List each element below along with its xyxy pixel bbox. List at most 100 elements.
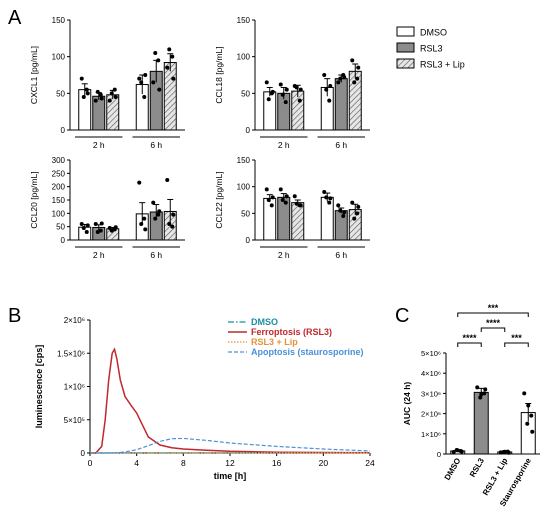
data-point: [298, 87, 303, 92]
x-tick-label: 12: [225, 458, 235, 468]
data-point: [79, 222, 84, 226]
data-point: [95, 230, 100, 234]
y-tick-label: 50: [241, 209, 250, 218]
y-tick-label: 50: [241, 89, 250, 98]
chart-ccl22: 0 50 100 150 CCL22 [pg/mL] 2 h 6 h: [214, 156, 370, 260]
data-point: [322, 73, 327, 77]
y-tick-label: 150: [237, 156, 251, 165]
y-tick-label: 150: [237, 16, 251, 25]
data-point: [292, 194, 297, 199]
data-point: [270, 195, 275, 200]
data-point: [99, 221, 104, 226]
significance-label: ***: [488, 303, 499, 313]
data-point: [171, 212, 176, 217]
y-tick-label: 100: [52, 53, 66, 62]
data-point: [157, 209, 162, 214]
legend-label: DMSO: [420, 28, 447, 38]
data-point: [284, 87, 289, 92]
y-tick-label: 100: [52, 209, 66, 218]
panel-label-c: C: [395, 305, 409, 327]
data-point: [95, 89, 100, 94]
bar: [263, 197, 277, 241]
data-point: [153, 51, 158, 55]
data-point: [455, 448, 460, 453]
data-point: [338, 76, 343, 81]
y-axis-label: CCL22 [pg/mL]: [214, 171, 224, 228]
data-point: [85, 223, 90, 228]
y-tick-label: 2×10⁶: [421, 410, 441, 419]
x-tick-label: DMSO: [443, 457, 463, 482]
data-point: [113, 225, 118, 230]
data-point: [81, 95, 86, 99]
data-point: [278, 82, 283, 87]
data-point: [93, 98, 98, 103]
data-point: [156, 212, 161, 217]
data-point: [266, 97, 271, 102]
legend-label: DMSO: [251, 317, 278, 327]
data-point: [355, 211, 360, 216]
y-tick-label: 50: [56, 89, 65, 98]
group-label: 2 h: [278, 250, 290, 260]
chart-ccl20: 0 50 100 150 200 250 300 CCL20 [pg/mL] 2 h 6 h: [29, 156, 185, 260]
significance-bracket: [480, 327, 506, 332]
group-label: 6 h: [335, 140, 347, 150]
data-point: [322, 190, 327, 194]
y-tick-label: 250: [52, 169, 66, 178]
y-tick-label: 0: [81, 449, 86, 458]
legend-swatch: [396, 42, 415, 53]
data-point: [324, 87, 329, 92]
group-label: 2 h: [278, 140, 290, 150]
data-point: [270, 89, 275, 94]
data-point: [529, 413, 534, 418]
data-point: [278, 187, 283, 192]
data-point: [139, 222, 144, 226]
data-point: [157, 87, 162, 92]
data-point: [171, 76, 176, 81]
legend-panel-a: DMSO RSL3 RSL3 + Lip: [396, 26, 465, 70]
significance-bracket: [504, 342, 529, 347]
bar: [473, 391, 489, 455]
y-tick-label: 0: [61, 126, 66, 135]
data-point: [283, 100, 288, 105]
data-point: [355, 76, 360, 81]
data-point: [502, 449, 507, 454]
data-point: [264, 187, 269, 192]
group-label: 2 h: [93, 250, 105, 260]
data-point: [142, 95, 147, 99]
data-point: [479, 392, 484, 397]
x-tick-label: 8: [181, 458, 186, 468]
data-point: [137, 180, 142, 185]
data-point: [167, 47, 172, 52]
x-axis-label: time [h]: [214, 471, 247, 481]
data-point: [113, 95, 118, 99]
bar: [320, 196, 334, 241]
group-label: 2 h: [93, 140, 105, 150]
data-point: [167, 222, 172, 226]
bar: [277, 196, 291, 241]
data-point: [98, 228, 103, 233]
data-point: [327, 200, 332, 205]
y-tick-label: 5×10⁵: [64, 416, 85, 425]
y-tick-label: 100: [237, 183, 251, 192]
data-point: [143, 73, 148, 77]
data-point: [352, 216, 357, 221]
data-point: [283, 200, 288, 205]
y-tick-label: 150: [52, 196, 66, 205]
chart-ccl18: 0 50 100 150 CCL18 [pg/mL] 2 h 6 h: [214, 16, 370, 150]
data-point: [139, 80, 144, 85]
data-point: [336, 203, 341, 208]
data-point: [356, 65, 361, 70]
data-point: [525, 421, 530, 426]
y-axis-label: CXCL1 [pg/mL]: [29, 46, 39, 104]
y-tick-label: 1×10⁶: [421, 430, 441, 439]
data-point: [526, 403, 531, 408]
y-axis-label: AUC (24 h): [402, 382, 412, 426]
bar: [334, 78, 348, 131]
data-point: [99, 96, 104, 101]
y-tick-label: 5×10⁶: [421, 349, 441, 358]
data-point: [170, 224, 175, 229]
data-point: [98, 92, 103, 97]
data-point: [530, 429, 535, 434]
group-label: 6 h: [150, 140, 162, 150]
